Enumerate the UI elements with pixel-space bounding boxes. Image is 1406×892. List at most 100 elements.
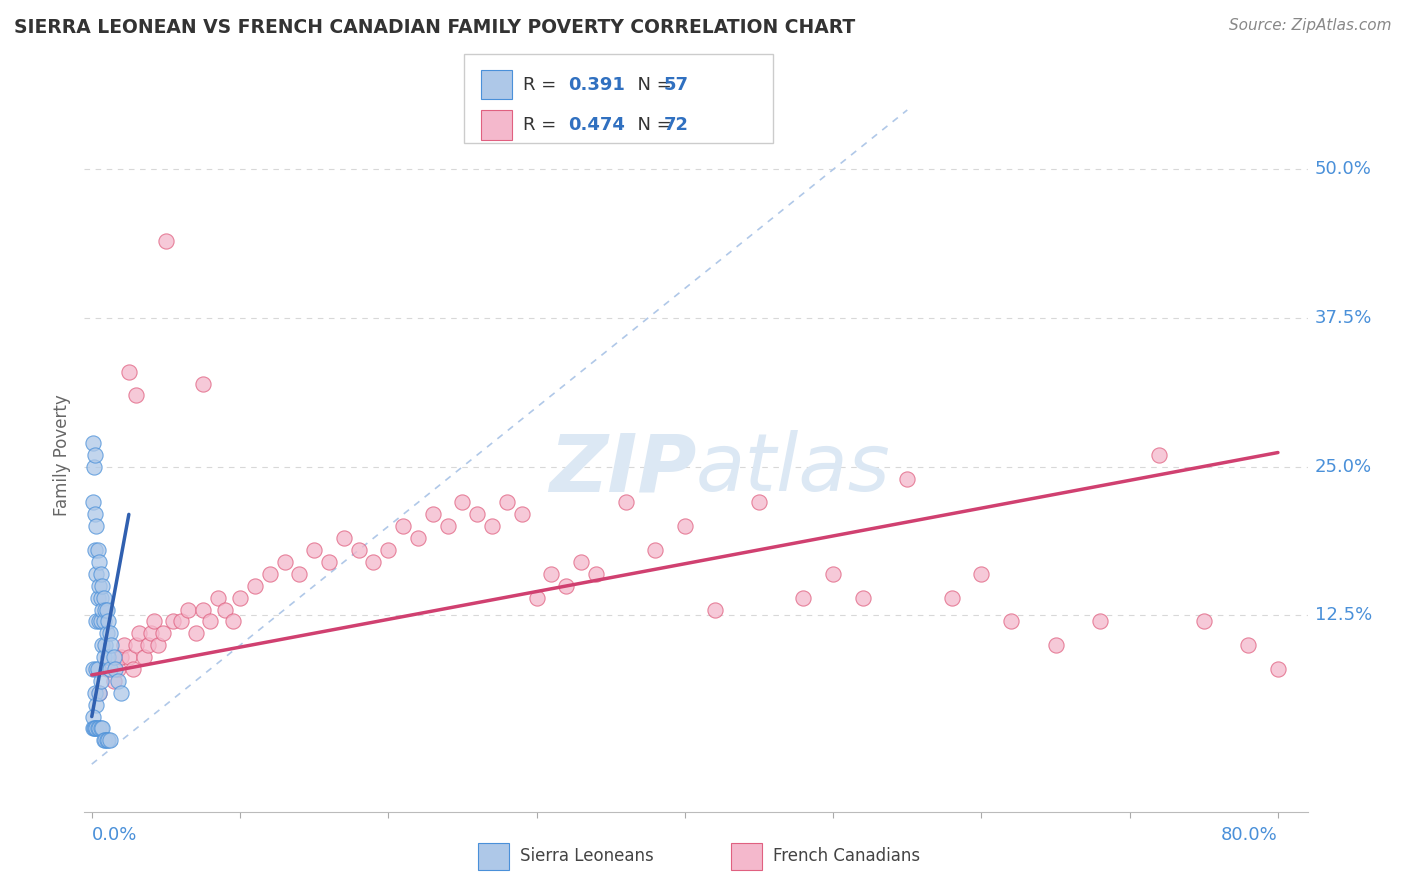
Point <box>98 626 121 640</box>
Point <box>1000 615 1022 629</box>
Point <box>89 579 111 593</box>
Text: 25.0%: 25.0% <box>1315 458 1372 475</box>
Point <box>1267 662 1289 676</box>
Point <box>288 566 311 581</box>
Point <box>82 709 104 723</box>
Point <box>91 638 114 652</box>
Point <box>184 626 207 640</box>
Point <box>86 662 108 676</box>
Point <box>465 508 488 522</box>
Point <box>852 591 875 605</box>
Point <box>90 673 112 688</box>
Point <box>84 566 107 581</box>
Text: 12.5%: 12.5% <box>1315 607 1372 624</box>
Point <box>83 686 105 700</box>
Point <box>94 638 117 652</box>
Point <box>110 686 132 700</box>
Point <box>207 591 229 605</box>
Text: 0.474: 0.474 <box>568 116 624 134</box>
Point <box>941 591 963 605</box>
Point <box>1149 448 1171 462</box>
Point <box>94 602 117 616</box>
Point <box>86 591 108 605</box>
Point <box>83 722 105 736</box>
Point <box>84 615 107 629</box>
Point <box>96 626 118 640</box>
Point <box>82 495 104 509</box>
Point <box>125 388 148 402</box>
Point <box>155 234 177 248</box>
Point <box>214 602 236 616</box>
Text: 50.0%: 50.0% <box>1315 161 1372 178</box>
Point <box>103 673 125 688</box>
Text: N =: N = <box>626 116 678 134</box>
Text: Source: ZipAtlas.com: Source: ZipAtlas.com <box>1229 18 1392 33</box>
Point <box>191 376 214 391</box>
Point <box>333 531 356 545</box>
Point <box>896 472 918 486</box>
Point <box>90 591 112 605</box>
Point <box>200 615 222 629</box>
Point <box>510 508 533 522</box>
Point <box>89 615 111 629</box>
Point <box>162 615 184 629</box>
Point <box>107 673 129 688</box>
Point <box>82 436 104 450</box>
Text: 57: 57 <box>664 76 689 94</box>
Point <box>1045 638 1067 652</box>
Text: R =: R = <box>523 116 562 134</box>
Text: 0.0%: 0.0% <box>91 826 138 844</box>
Point <box>83 543 105 558</box>
Point <box>191 602 214 616</box>
Point <box>143 615 166 629</box>
Text: 0.391: 0.391 <box>568 76 624 94</box>
Text: R =: R = <box>523 76 562 94</box>
Point <box>792 591 814 605</box>
Point <box>540 566 562 581</box>
Point <box>139 626 162 640</box>
Point <box>302 543 325 558</box>
Point <box>259 566 281 581</box>
Point <box>422 508 444 522</box>
Point <box>90 615 112 629</box>
Point <box>84 698 107 712</box>
Y-axis label: Family Poverty: Family Poverty <box>53 394 72 516</box>
Point <box>496 495 519 509</box>
Point <box>748 495 770 509</box>
Point <box>526 591 548 605</box>
Point <box>569 555 592 569</box>
Point <box>132 650 155 665</box>
Point <box>86 543 108 558</box>
Text: Sierra Leoneans: Sierra Leoneans <box>520 847 654 865</box>
Text: SIERRA LEONEAN VS FRENCH CANADIAN FAMILY POVERTY CORRELATION CHART: SIERRA LEONEAN VS FRENCH CANADIAN FAMILY… <box>14 18 855 37</box>
Point <box>481 519 503 533</box>
Point <box>1237 638 1260 652</box>
Point <box>96 733 118 747</box>
Point <box>84 519 107 533</box>
Point <box>89 722 111 736</box>
Point <box>392 519 415 533</box>
Point <box>451 495 474 509</box>
Point <box>243 579 266 593</box>
Point <box>100 638 122 652</box>
Point <box>585 566 607 581</box>
Point <box>221 615 243 629</box>
Point <box>823 566 845 581</box>
Point <box>152 626 174 640</box>
Point <box>86 722 108 736</box>
Point <box>97 615 120 629</box>
Point <box>107 662 129 676</box>
Point <box>93 733 115 747</box>
Text: ZIP: ZIP <box>548 430 696 508</box>
Point <box>97 650 120 665</box>
Point <box>96 662 118 676</box>
Point <box>90 566 112 581</box>
Text: 72: 72 <box>664 116 689 134</box>
Point <box>82 662 104 676</box>
Point <box>118 650 141 665</box>
Point <box>970 566 993 581</box>
Point <box>363 555 385 569</box>
Point <box>122 662 145 676</box>
Point <box>1192 615 1215 629</box>
Point <box>83 459 105 474</box>
